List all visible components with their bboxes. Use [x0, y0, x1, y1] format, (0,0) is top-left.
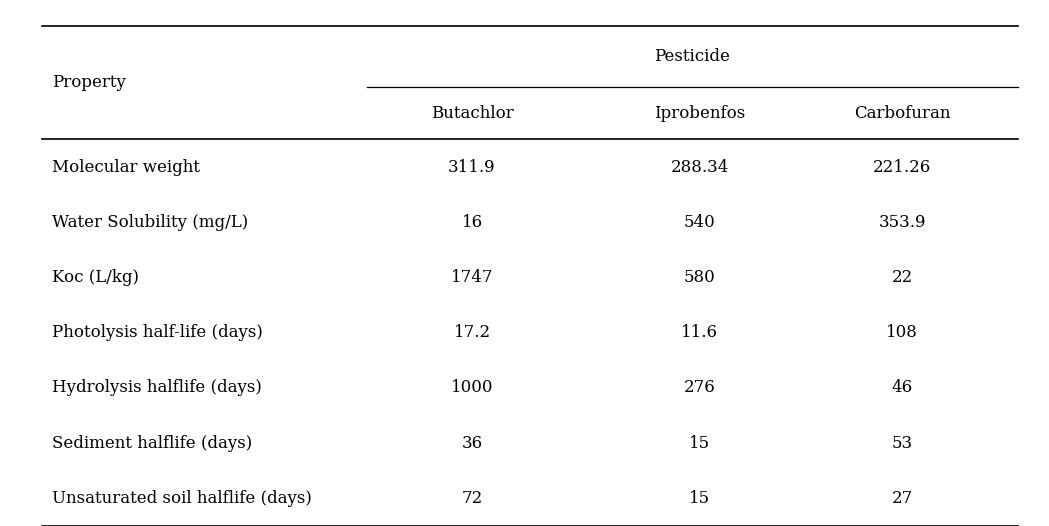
Text: 15: 15: [689, 434, 710, 452]
Text: Unsaturated soil halflife (days): Unsaturated soil halflife (days): [52, 490, 313, 507]
Text: Hydrolysis halflife (days): Hydrolysis halflife (days): [52, 379, 262, 397]
Text: Koc (L/kg): Koc (L/kg): [52, 269, 140, 286]
Text: 72: 72: [462, 490, 483, 507]
Text: Photolysis half-life (days): Photolysis half-life (days): [52, 324, 263, 341]
Text: 1747: 1747: [451, 269, 493, 286]
Text: 17.2: 17.2: [453, 324, 491, 341]
Text: Carbofuran: Carbofuran: [854, 105, 950, 122]
Text: 311.9: 311.9: [448, 158, 496, 176]
Text: 353.9: 353.9: [878, 214, 926, 231]
Text: 46: 46: [892, 379, 913, 397]
Text: 108: 108: [886, 324, 918, 341]
Text: Pesticide: Pesticide: [655, 48, 730, 65]
Text: 221.26: 221.26: [873, 158, 932, 176]
Text: 22: 22: [892, 269, 913, 286]
Text: Butachlor: Butachlor: [431, 105, 513, 122]
Text: 276: 276: [684, 379, 715, 397]
Text: 580: 580: [684, 269, 715, 286]
Text: Sediment halflife (days): Sediment halflife (days): [52, 434, 253, 452]
Text: Iprobenfos: Iprobenfos: [655, 105, 745, 122]
Text: Water Solubility (mg/L): Water Solubility (mg/L): [52, 214, 249, 231]
Text: 53: 53: [892, 434, 913, 452]
Text: 1000: 1000: [451, 379, 493, 397]
Text: Molecular weight: Molecular weight: [52, 158, 200, 176]
Text: 288.34: 288.34: [670, 158, 729, 176]
Text: 11.6: 11.6: [681, 324, 719, 341]
Text: Property: Property: [52, 74, 126, 92]
Text: 27: 27: [892, 490, 913, 507]
Text: 540: 540: [684, 214, 715, 231]
Text: 16: 16: [462, 214, 483, 231]
Text: 15: 15: [689, 490, 710, 507]
Text: 36: 36: [462, 434, 483, 452]
